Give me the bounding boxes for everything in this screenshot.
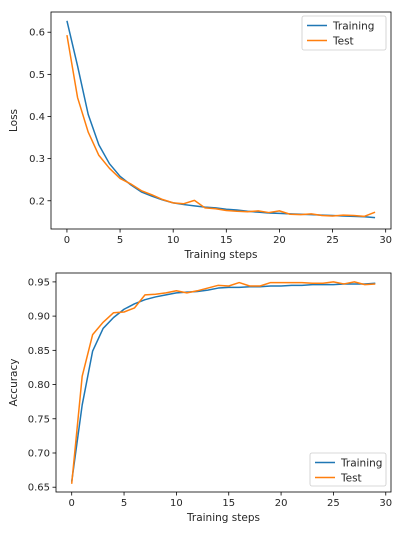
- y-axis-label: Loss: [8, 109, 20, 132]
- y-tick-label: 0.2: [29, 196, 45, 207]
- x-axis-label: Training steps: [184, 249, 258, 261]
- x-tick-label: 20: [273, 235, 286, 246]
- x-tick-label: 10: [167, 235, 180, 246]
- x-tick-label: 20: [275, 498, 288, 509]
- y-tick-label: 0.5: [29, 70, 45, 81]
- x-tick-label: 30: [379, 235, 392, 246]
- x-tick-label: 25: [326, 235, 339, 246]
- x-tick-label: 15: [220, 235, 233, 246]
- y-tick-label: 0.80: [28, 380, 50, 391]
- y-tick-label: 0.95: [28, 277, 50, 288]
- x-tick-label: 15: [222, 498, 235, 509]
- series-line-training: [70, 282, 376, 482]
- y-tick-label: 0.75: [28, 414, 50, 425]
- legend-label-test: Test: [340, 472, 362, 484]
- chart-accuracy: 0 5 10 15 20 25 30 0.65 0.70 0.75 0.80 0.85 0.90 0.95…: [8, 272, 392, 524]
- x-tick-label: 5: [121, 498, 127, 509]
- legend-box: [301, 15, 387, 51]
- y-tick-label: 0.90: [28, 312, 50, 323]
- y-tick-label: 0.6: [29, 28, 45, 39]
- series-line-test: [70, 281, 376, 484]
- y-tick-label: 0.85: [28, 346, 50, 357]
- y-tick-label: 0.65: [28, 483, 50, 494]
- chart-loss: 0 5 10 15 20 25 30 0.2 0.3 0.4 0.5 0.6 Training step…: [8, 11, 392, 261]
- legend: Training Test: [309, 452, 387, 487]
- x-tick-label: 10: [170, 498, 183, 509]
- x-tick-label: 0: [69, 498, 75, 509]
- legend-label-training: Training: [332, 20, 374, 32]
- x-tick-label: 0: [64, 235, 70, 246]
- y-axis-label: Accuracy: [8, 359, 20, 407]
- x-axis-label: Training steps: [186, 512, 260, 524]
- x-tick-label: 30: [379, 498, 392, 509]
- axes-frame: [55, 272, 392, 493]
- legend-label-training: Training: [340, 457, 382, 469]
- y-tick-label: 0.70: [28, 448, 50, 459]
- legend-label-test: Test: [332, 35, 354, 47]
- x-tick-label: 25: [327, 498, 340, 509]
- y-tick-label: 0.4: [29, 112, 45, 123]
- series-line-test: [66, 35, 376, 218]
- y-tick-label: 0.3: [29, 154, 45, 165]
- axes-frame: [50, 11, 392, 230]
- legend: Training Test: [301, 15, 387, 51]
- x-tick-label: 5: [117, 235, 123, 246]
